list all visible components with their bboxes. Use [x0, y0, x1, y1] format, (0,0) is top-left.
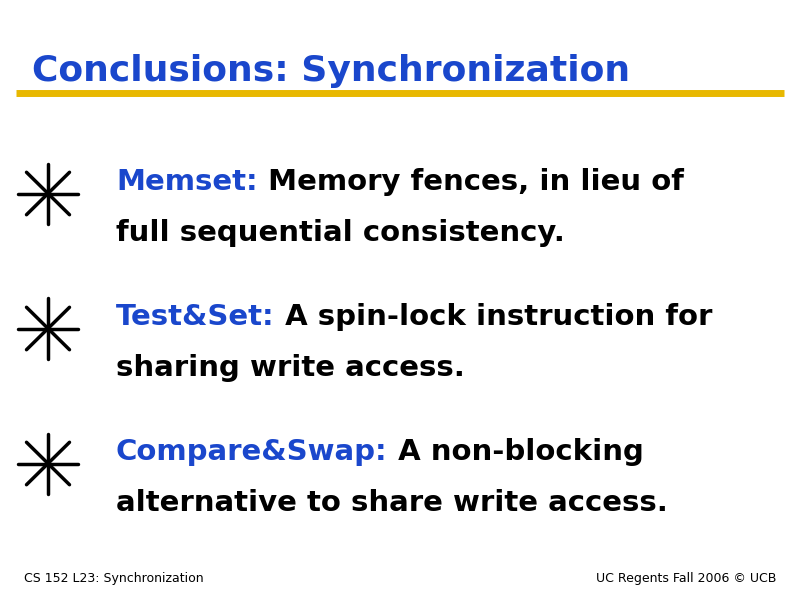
Text: UC Regents Fall 2006 © UCB: UC Regents Fall 2006 © UCB [596, 572, 776, 585]
Text: Compare&Swap:: Compare&Swap: [116, 438, 388, 466]
Text: Conclusions: Synchronization: Conclusions: Synchronization [32, 54, 630, 88]
Text: CS 152 L23: Synchronization: CS 152 L23: Synchronization [24, 572, 204, 585]
Text: sharing write access.: sharing write access. [116, 354, 465, 382]
Text: Test&Set:: Test&Set: [116, 303, 274, 331]
Text: full sequential consistency.: full sequential consistency. [116, 219, 565, 247]
Text: Memset:: Memset: [116, 168, 258, 196]
Text: alternative to share write access.: alternative to share write access. [116, 489, 668, 517]
Text: Memory fences, in lieu of: Memory fences, in lieu of [258, 168, 683, 196]
Text: A non-blocking: A non-blocking [388, 438, 643, 466]
Text: A spin-lock instruction for: A spin-lock instruction for [274, 303, 712, 331]
